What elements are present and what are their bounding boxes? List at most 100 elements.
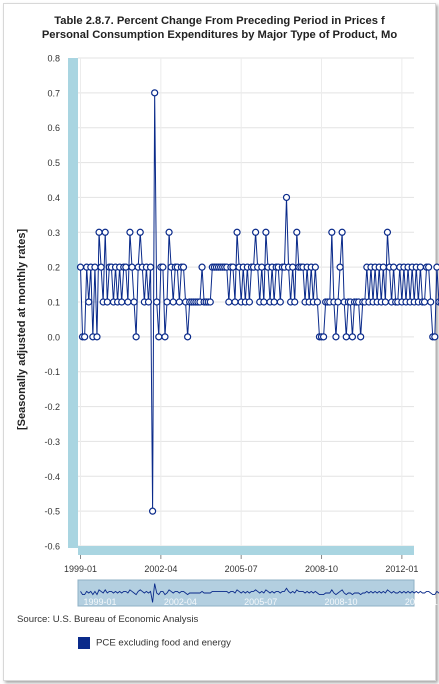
data-point	[328, 228, 336, 236]
data-point	[153, 298, 161, 306]
data-point	[260, 298, 268, 306]
data-point	[128, 263, 136, 271]
data-point	[276, 298, 284, 306]
navigator-tick-label: 2012-01	[405, 597, 438, 607]
data-point	[76, 263, 85, 271]
data-point	[122, 263, 130, 271]
data-point	[175, 298, 183, 306]
data-point	[146, 263, 155, 271]
y-tick-label: 0.7	[47, 88, 60, 98]
data-point	[258, 263, 266, 271]
data-point	[198, 263, 206, 271]
data-point	[245, 298, 254, 306]
data-point	[381, 298, 389, 306]
x-tick-label: 2002-04	[144, 564, 177, 574]
navigator-tick-label: 2005-07	[244, 597, 277, 607]
data-point	[101, 228, 109, 236]
data-point	[149, 507, 157, 515]
y-tick-label: 0.6	[47, 123, 60, 133]
source-note: Source: U.S. Bureau of Economic Analysis	[17, 614, 199, 625]
y-tick-label: -0.3	[44, 437, 60, 447]
data-point	[293, 228, 301, 236]
chart-title-line-2: Personal Consumption Expenditures by Maj…	[41, 29, 398, 41]
y-tick-label: 0.8	[47, 54, 60, 64]
y-tick-label: 0.0	[47, 332, 60, 342]
data-point	[262, 228, 270, 236]
data-point	[379, 263, 387, 271]
data-point	[332, 333, 340, 341]
data-point	[130, 298, 138, 306]
data-point	[416, 263, 424, 271]
legend-label: PCE excluding food and energy	[96, 637, 231, 649]
x-tick-label: 2008-10	[305, 564, 338, 574]
data-point	[229, 263, 237, 271]
data-point	[231, 298, 239, 306]
data-point	[433, 263, 439, 271]
legend-swatch	[78, 637, 90, 649]
data-point	[357, 333, 365, 341]
data-point	[124, 298, 132, 306]
y-tick-label: -0.4	[44, 472, 60, 482]
data-point	[319, 333, 328, 341]
data-point	[270, 298, 278, 306]
data-point	[95, 228, 103, 236]
x-tick-label: 1999-01	[64, 564, 97, 574]
data-point	[383, 228, 392, 236]
data-point	[144, 298, 153, 306]
data-point	[233, 228, 241, 236]
data-point	[136, 228, 144, 236]
y-tick-label: 0.4	[47, 193, 60, 203]
y-tick-label: 0.1	[47, 298, 60, 308]
data-point	[431, 333, 439, 341]
legend[interactable]: PCE excluding food and energy	[78, 637, 231, 649]
data-point	[81, 333, 89, 341]
data-point	[165, 228, 173, 236]
data-point	[334, 298, 342, 306]
data-point	[93, 333, 101, 341]
data-point	[282, 193, 291, 202]
data-point	[85, 298, 93, 306]
navigator-line	[80, 583, 439, 603]
series-line	[80, 92, 439, 512]
data-point	[225, 298, 233, 306]
data-point	[289, 263, 297, 271]
data-point	[159, 263, 167, 271]
data-point	[179, 263, 188, 271]
data-point	[313, 298, 321, 306]
x-tick-label: 2012-01	[385, 564, 418, 574]
navigator-tick-label: 2008-10	[325, 597, 358, 607]
data-point	[206, 298, 214, 306]
data-point	[427, 298, 435, 306]
data-point	[97, 263, 105, 271]
x-tick-label: 2005-07	[225, 564, 258, 574]
data-point	[184, 333, 192, 341]
data-point	[169, 298, 177, 306]
data-point	[155, 333, 163, 341]
y-axis-band	[68, 58, 78, 548]
data-point	[132, 333, 140, 341]
data-point	[103, 298, 111, 306]
data-point	[91, 263, 99, 271]
data-point	[348, 333, 357, 341]
data-point	[252, 228, 260, 236]
chart-title-line-1: Table 2.8.7. Percent Change From Precedi…	[54, 15, 385, 27]
x-axis-band	[78, 546, 414, 555]
data-point	[390, 263, 398, 271]
y-tick-label: -0.6	[44, 542, 60, 552]
data-point	[338, 228, 346, 236]
y-tick-label: -0.1	[44, 367, 60, 377]
data-point	[336, 263, 344, 271]
y-tick-label: 0.2	[47, 263, 60, 273]
data-point	[151, 89, 159, 97]
y-tick-label: -0.5	[44, 507, 60, 517]
y-tick-label: 0.3	[47, 228, 60, 238]
data-point	[163, 298, 171, 306]
y-tick-label: -0.2	[44, 402, 60, 412]
data-point	[420, 298, 429, 306]
data-point	[118, 298, 126, 306]
data-point	[342, 333, 350, 341]
data-point	[161, 333, 169, 341]
data-point	[126, 228, 134, 236]
navigator-tick-label: 2002-04	[164, 597, 197, 607]
